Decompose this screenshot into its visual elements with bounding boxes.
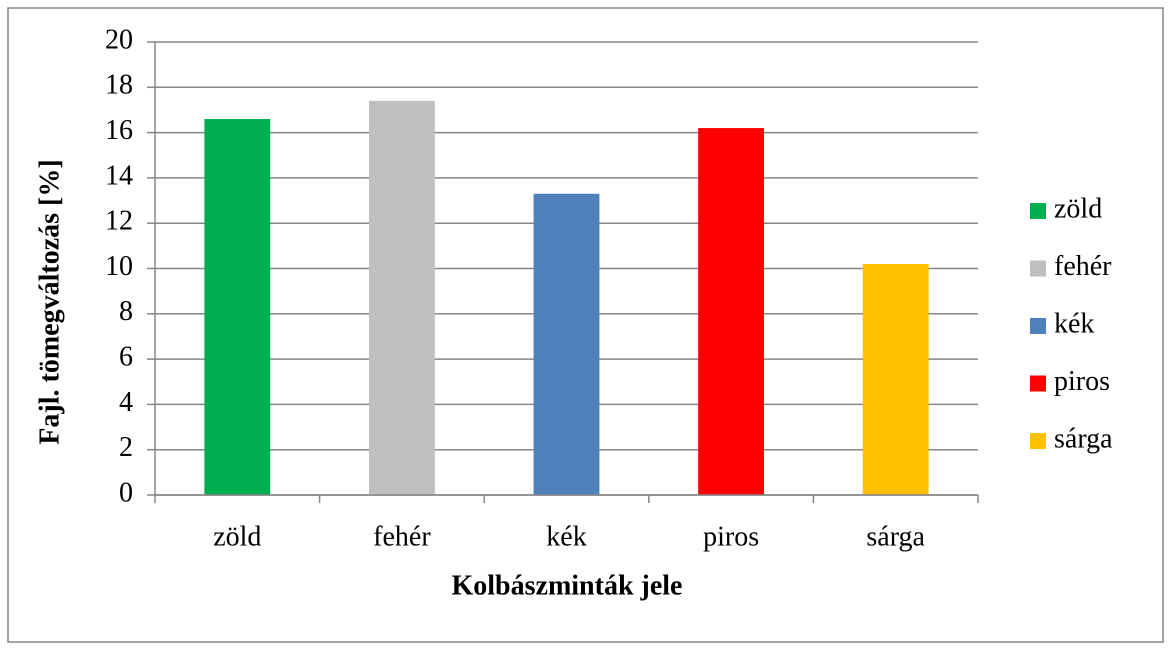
y-tick-label: 6 [119,342,133,373]
y-tick-label: 10 [105,251,133,282]
x-tick-label: sárga [866,521,925,552]
bar [698,128,765,495]
y-tick-label: 4 [119,387,133,418]
x-tick-label: kék [546,521,586,552]
y-tick-label: 16 [105,115,133,146]
y-axis-title: Fajl. tömegváltozás [%] [34,159,65,444]
legend-label: fehér [1054,251,1112,282]
bar [533,193,600,495]
legend-label: kék [1054,308,1094,339]
y-tick-label: 12 [105,206,133,237]
y-tick-label: 8 [119,296,133,327]
x-axis-title: Kolbászminták jele [452,570,683,601]
y-tick-label: 20 [105,24,133,55]
bar [368,100,435,495]
x-tick-label: zöld [213,521,261,552]
x-tick-label: fehér [373,521,431,552]
bar [204,119,271,495]
legend-swatch [1030,433,1046,449]
legend-swatch [1030,375,1046,392]
legend-swatch [1030,318,1046,334]
y-tick-label: 18 [105,70,133,101]
legend-label: piros [1054,366,1110,397]
y-tick-label: 0 [119,477,133,508]
y-tick-label: 2 [119,432,133,463]
y-tick-label: 14 [105,160,133,191]
x-tick-label: piros [703,521,759,552]
legend-label: sárga [1054,423,1113,454]
bar [862,263,929,495]
legend-label: zöld [1054,193,1102,224]
legend-swatch [1030,203,1046,219]
legend-swatch [1030,260,1046,277]
